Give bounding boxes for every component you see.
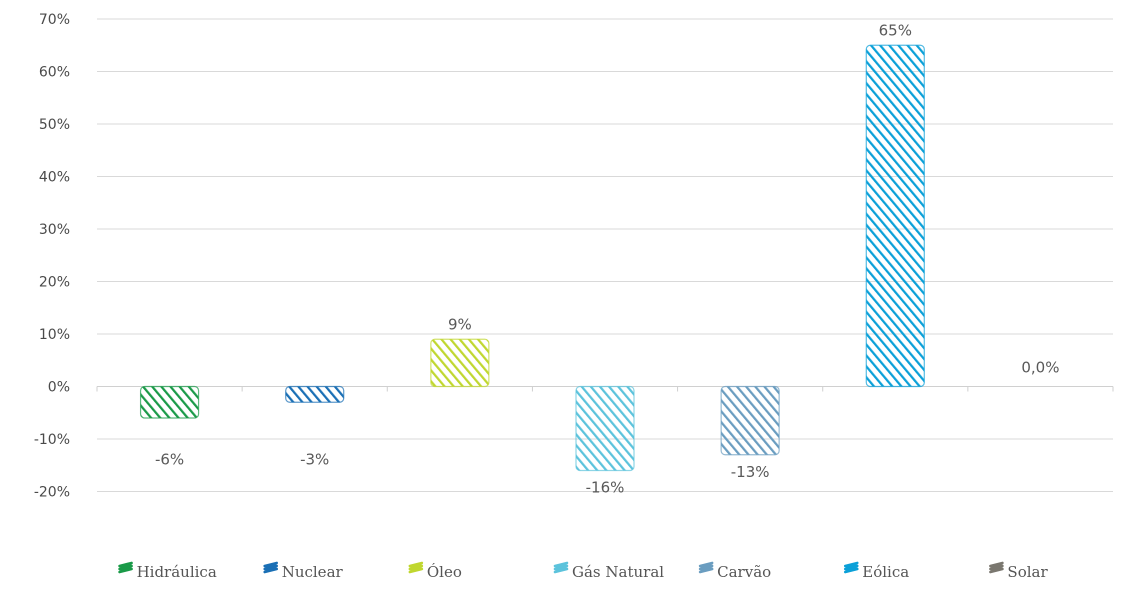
legend-label: Eólica: [862, 563, 909, 581]
legend-item-gas-natural: Gás Natural: [553, 561, 664, 581]
legend-label: Solar: [1007, 563, 1048, 581]
bar-eolica: [865, 44, 925, 388]
gridlines: [97, 18, 1113, 492]
legend-label: Hidráulica: [137, 563, 217, 581]
legend-swatch: [263, 561, 279, 574]
legend-swatch: [408, 561, 424, 574]
data-label-eolica: 65%: [879, 21, 912, 39]
data-label-solar: 0,0%: [1021, 359, 1059, 377]
y-tick-label: 60%: [39, 65, 70, 81]
legend-label: Óleo: [427, 563, 462, 581]
data-label-carvao: -13%: [731, 463, 770, 481]
data-label-oleo: 9%: [448, 315, 472, 333]
legend-swatch: [698, 561, 714, 574]
y-axis: 70% 60% 50% 40% 30% 20% 10% 0% -10% -20%: [34, 12, 1114, 501]
legend-label: Carvão: [717, 563, 771, 581]
y-tick-label: 0%: [48, 380, 70, 396]
bar-oleo: [430, 338, 490, 388]
legend-swatch: [118, 561, 133, 574]
legend-label: Gás Natural: [572, 563, 664, 581]
bar-nuclear: [285, 385, 345, 403]
bar-carvao: [720, 385, 780, 456]
data-label-hidraulica: -6%: [155, 451, 184, 469]
legend-item-oleo: Óleo: [408, 561, 462, 581]
bar-gas-natural: [575, 385, 635, 472]
legend-item-carvao: Carvão: [698, 561, 771, 581]
legend-swatch: [553, 561, 569, 574]
y-tick-label: 40%: [39, 170, 70, 186]
y-tick-label: 50%: [39, 117, 70, 133]
bar-hidraulica: [139, 385, 200, 419]
legend-item-eolica: Eólica: [843, 561, 909, 581]
bars: [139, 44, 925, 472]
y-tick-label: -20%: [34, 485, 70, 501]
legend-item-nuclear: Nuclear: [263, 561, 344, 581]
y-tick-label: 20%: [39, 275, 70, 291]
legend-item-solar: Solar: [989, 561, 1048, 581]
data-label-nuclear: -3%: [300, 451, 329, 469]
data-label-gas-natural: -16%: [586, 479, 625, 497]
y-tick-label: 70%: [39, 12, 70, 28]
legend-item-hidraulica: Hidráulica: [118, 561, 217, 581]
legend: Hidráulica Nuclear Óleo Gás Natural Carvão Eó…: [118, 561, 1048, 581]
data-labels: -6% -3% 9% -16% -13% 65% 0,0%: [155, 21, 1060, 496]
y-tick-label: 30%: [39, 222, 70, 238]
y-tick-label: 10%: [39, 327, 70, 343]
legend-swatch: [843, 561, 859, 574]
y-tick-label: -10%: [34, 432, 70, 448]
legend-swatch: [989, 561, 1004, 574]
legend-label: Nuclear: [282, 563, 344, 581]
